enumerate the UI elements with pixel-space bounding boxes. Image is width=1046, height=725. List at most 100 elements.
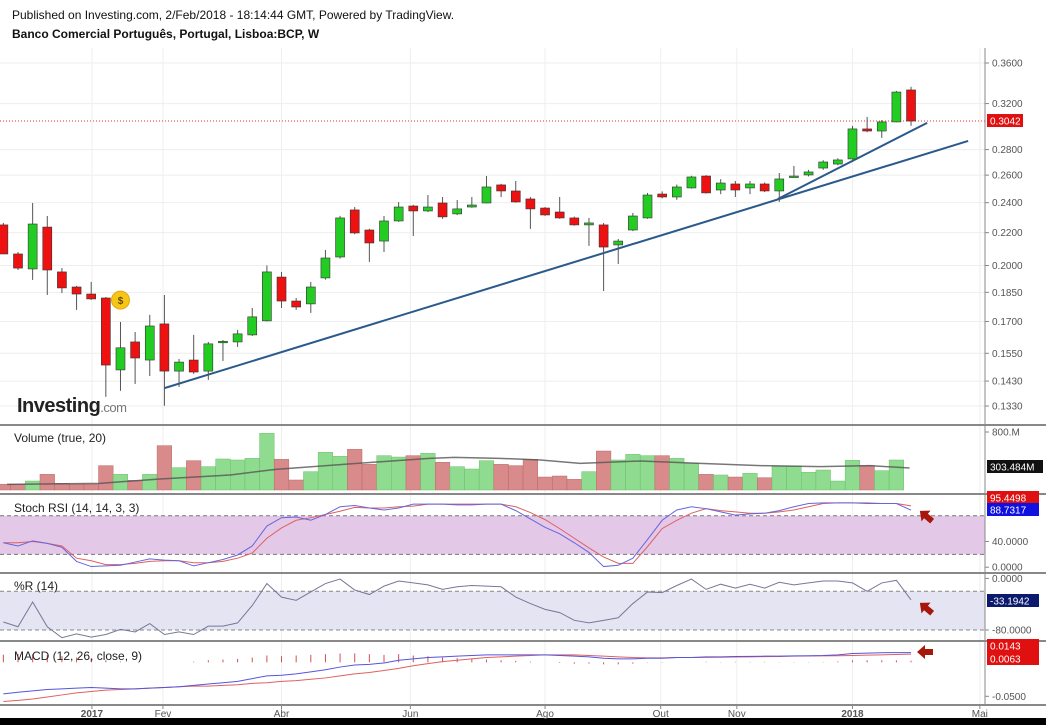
candle[interactable] bbox=[320, 249, 331, 280]
candle[interactable] bbox=[496, 183, 506, 197]
candle[interactable] bbox=[27, 202, 38, 280]
candle[interactable] bbox=[349, 207, 360, 235]
macd-line bbox=[3, 652, 912, 695]
candle[interactable] bbox=[42, 215, 53, 295]
candle[interactable] bbox=[510, 180, 521, 203]
volume-bar bbox=[537, 476, 553, 491]
candle[interactable] bbox=[408, 204, 419, 236]
candle[interactable] bbox=[745, 180, 755, 195]
candle[interactable] bbox=[642, 192, 653, 219]
candle[interactable] bbox=[598, 222, 609, 292]
dividend-marker-icon[interactable] bbox=[110, 290, 130, 310]
candle[interactable] bbox=[393, 201, 404, 222]
volume-bar bbox=[859, 465, 875, 491]
candle[interactable] bbox=[554, 196, 565, 219]
arrow-icon-shape bbox=[919, 602, 935, 616]
candle[interactable] bbox=[305, 281, 316, 313]
candle-body-down bbox=[86, 293, 96, 300]
last-price-tag-bg bbox=[987, 114, 1023, 128]
candle[interactable] bbox=[115, 321, 126, 391]
trendline[interactable] bbox=[164, 139, 969, 390]
volume-bar bbox=[156, 445, 172, 491]
candle[interactable] bbox=[144, 314, 155, 377]
candle[interactable] bbox=[423, 195, 433, 213]
candle[interactable] bbox=[71, 285, 82, 310]
volume-bar bbox=[288, 479, 304, 491]
candle[interactable] bbox=[13, 251, 23, 271]
candle-body-up bbox=[247, 316, 258, 336]
candle[interactable] bbox=[818, 160, 829, 170]
volume-bar bbox=[508, 465, 524, 491]
candle[interactable] bbox=[759, 182, 770, 193]
candle[interactable] bbox=[628, 212, 638, 232]
symbol-title[interactable]: Banco Comercial Português, Portugal, Lis… bbox=[12, 27, 320, 41]
candle[interactable] bbox=[569, 216, 580, 226]
candle-body-down bbox=[188, 359, 199, 373]
candle-body-up bbox=[584, 222, 594, 226]
volume-bar bbox=[625, 454, 641, 491]
candle[interactable] bbox=[174, 358, 184, 387]
candle[interactable] bbox=[262, 265, 272, 322]
candle-body-down bbox=[13, 253, 23, 269]
candle[interactable] bbox=[657, 191, 667, 199]
candle[interactable] bbox=[276, 271, 287, 308]
stoch-k-tag: 88.7317 bbox=[990, 506, 1027, 517]
candle[interactable] bbox=[232, 329, 243, 347]
candle[interactable] bbox=[159, 294, 170, 406]
candle[interactable] bbox=[364, 228, 375, 262]
candle[interactable] bbox=[891, 90, 902, 123]
candle[interactable] bbox=[481, 176, 492, 204]
candle-body-up bbox=[876, 121, 887, 132]
candle[interactable] bbox=[730, 180, 741, 197]
candle-body-up bbox=[833, 159, 843, 165]
candle-body-up bbox=[144, 325, 155, 361]
candle[interactable] bbox=[789, 165, 799, 178]
candle[interactable] bbox=[847, 125, 858, 160]
candle[interactable] bbox=[86, 281, 96, 300]
candle[interactable] bbox=[701, 175, 711, 194]
candle[interactable] bbox=[540, 207, 550, 216]
candle[interactable] bbox=[467, 196, 477, 208]
candle[interactable] bbox=[876, 120, 887, 138]
arrow-icon bbox=[917, 645, 933, 659]
candle[interactable] bbox=[291, 297, 301, 310]
candle[interactable] bbox=[774, 172, 785, 202]
candle[interactable] bbox=[715, 179, 726, 195]
willr-axis-label: -80.0000 bbox=[992, 626, 1032, 637]
x-axis-label: Nov bbox=[728, 709, 746, 720]
candle[interactable] bbox=[379, 215, 389, 252]
candle-body-down bbox=[496, 184, 506, 192]
candle[interactable] bbox=[247, 307, 258, 336]
price-axis-label: 0.2600 bbox=[992, 171, 1023, 182]
willr-title: %R (14) bbox=[14, 579, 58, 593]
candle[interactable] bbox=[686, 175, 697, 189]
candle[interactable] bbox=[203, 341, 214, 380]
volume-bar bbox=[317, 452, 333, 491]
candle-body-down bbox=[276, 276, 287, 302]
candle[interactable] bbox=[906, 86, 916, 126]
candle[interactable] bbox=[833, 158, 843, 166]
volume-bar bbox=[654, 455, 670, 491]
candle[interactable] bbox=[525, 196, 536, 229]
candle[interactable] bbox=[671, 184, 682, 200]
candle[interactable] bbox=[335, 215, 345, 259]
candle[interactable] bbox=[452, 199, 463, 216]
candle[interactable] bbox=[437, 196, 448, 219]
candle[interactable] bbox=[613, 238, 624, 264]
candle[interactable] bbox=[188, 334, 199, 374]
candle[interactable] bbox=[584, 217, 594, 246]
trendline[interactable] bbox=[777, 121, 928, 200]
price-axis-label: 0.3600 bbox=[992, 59, 1023, 70]
candle[interactable] bbox=[101, 297, 111, 397]
candle[interactable] bbox=[803, 169, 814, 177]
candle[interactable] bbox=[0, 222, 9, 255]
candle[interactable] bbox=[57, 268, 67, 294]
candle[interactable] bbox=[218, 340, 228, 361]
volume-bar bbox=[757, 477, 773, 491]
candle[interactable] bbox=[130, 331, 140, 384]
price-axis-label: 0.1330 bbox=[992, 402, 1023, 413]
candle[interactable] bbox=[862, 116, 872, 133]
arrow-icon-shape bbox=[919, 510, 935, 524]
macd-title: MACD (12, 26, close, 9) bbox=[14, 649, 142, 663]
